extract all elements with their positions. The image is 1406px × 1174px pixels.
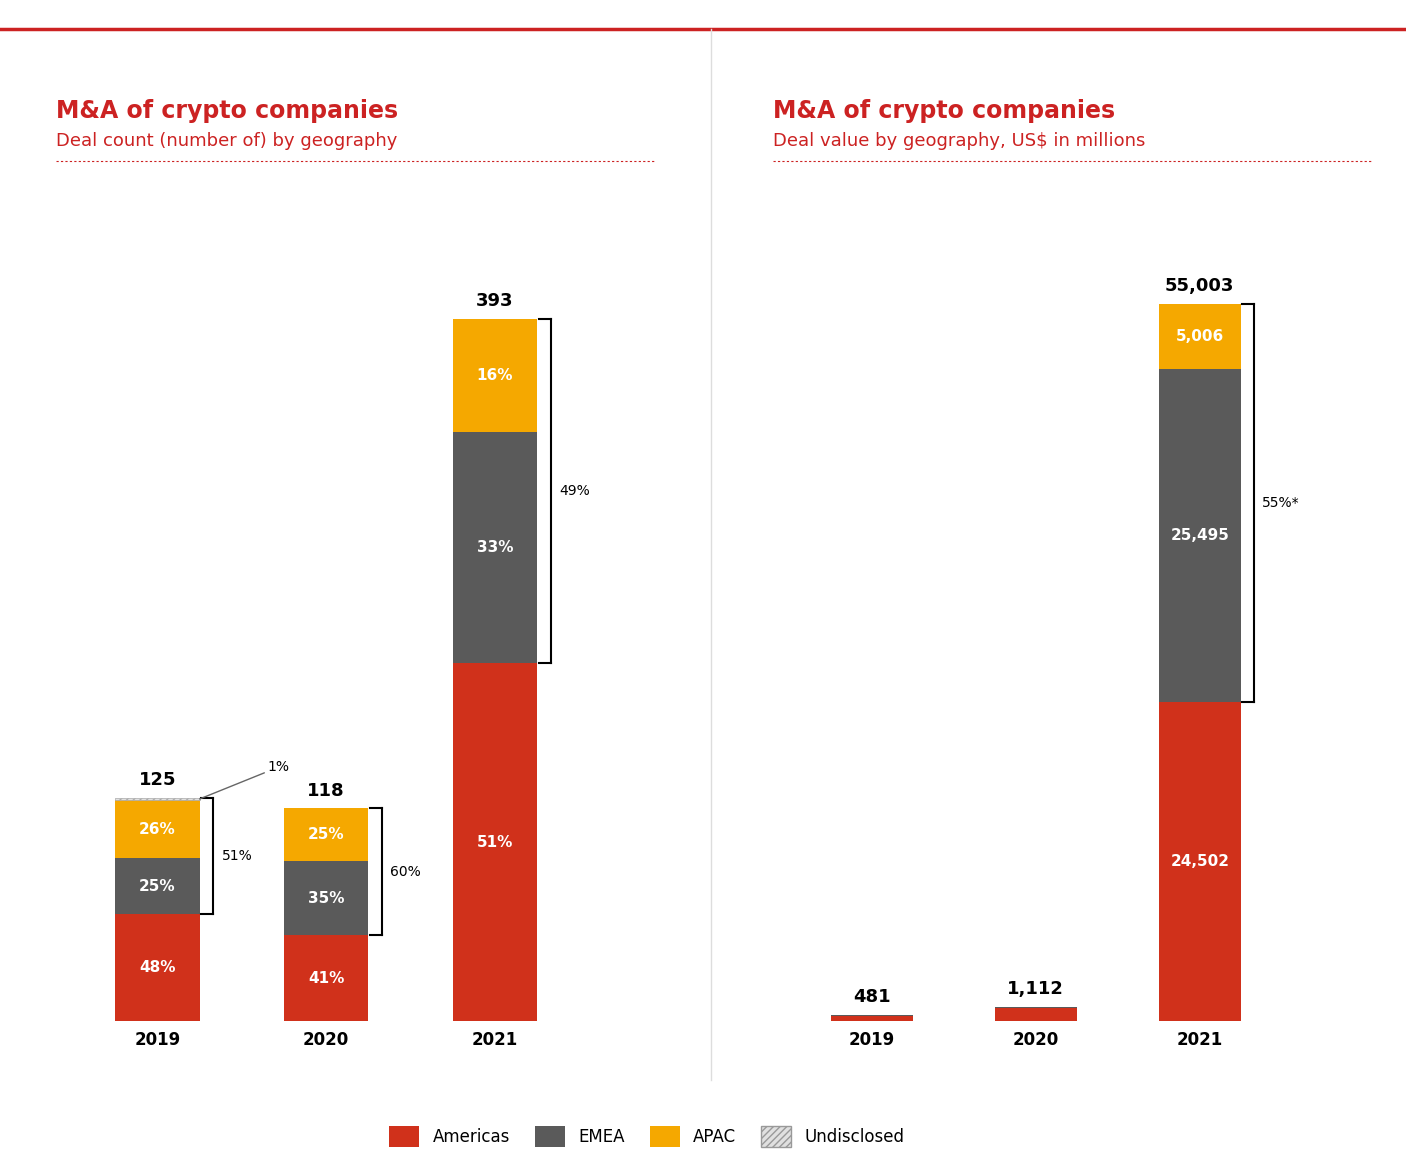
Text: 5,006: 5,006	[1175, 329, 1223, 344]
Text: 26%: 26%	[139, 822, 176, 837]
Bar	[115, 915, 200, 1021]
Bar	[1159, 702, 1240, 1021]
Text: 1,112: 1,112	[1007, 980, 1064, 998]
Text: 41%: 41%	[308, 971, 344, 986]
Text: 55,003: 55,003	[1166, 277, 1234, 295]
Bar	[284, 862, 368, 935]
Text: Deal count (number of) by geography: Deal count (number of) by geography	[56, 133, 398, 150]
Text: 25,495: 25,495	[1170, 528, 1229, 544]
Bar	[115, 858, 200, 915]
Text: 16%: 16%	[477, 367, 513, 383]
Bar	[1159, 304, 1240, 369]
Text: 481: 481	[853, 989, 890, 1006]
Text: 51%: 51%	[477, 835, 513, 850]
Text: 24,502: 24,502	[1170, 853, 1229, 869]
Bar	[995, 1008, 1077, 1021]
Bar	[1159, 369, 1240, 702]
Text: 48%: 48%	[139, 960, 176, 976]
Text: 25%: 25%	[139, 879, 176, 893]
Text: 25%: 25%	[308, 828, 344, 842]
Bar	[453, 663, 537, 1021]
Text: M&A of crypto companies: M&A of crypto companies	[56, 100, 398, 123]
Text: 55%*: 55%*	[1263, 495, 1299, 510]
Text: 118: 118	[308, 782, 344, 799]
Text: 49%: 49%	[560, 485, 589, 498]
Text: 125: 125	[139, 771, 176, 789]
Legend: Americas, EMEA, APAC, Undisclosed: Americas, EMEA, APAC, Undisclosed	[382, 1119, 911, 1154]
Bar	[284, 809, 368, 862]
Bar	[831, 1016, 912, 1021]
Text: 51%: 51%	[222, 849, 252, 863]
Bar	[115, 798, 200, 801]
Bar	[115, 801, 200, 858]
Text: Deal value by geography, US$ in millions: Deal value by geography, US$ in millions	[773, 133, 1146, 150]
Bar	[284, 935, 368, 1021]
Bar	[453, 432, 537, 663]
Text: 60%: 60%	[391, 865, 420, 878]
Text: M&A of crypto companies: M&A of crypto companies	[773, 100, 1115, 123]
Text: 35%: 35%	[308, 891, 344, 905]
Text: 393: 393	[477, 292, 513, 310]
Text: 33%: 33%	[477, 540, 513, 555]
Text: 1%: 1%	[200, 761, 290, 799]
Bar	[453, 319, 537, 432]
